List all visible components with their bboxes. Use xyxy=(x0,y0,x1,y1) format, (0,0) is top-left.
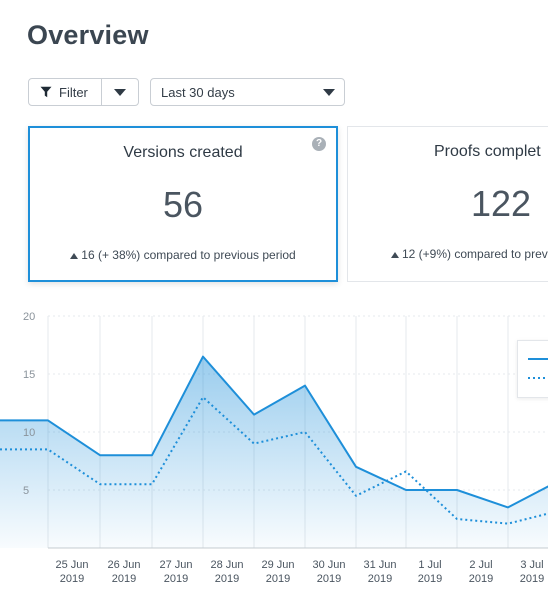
x-tick-label: 31 Jun xyxy=(363,559,396,571)
y-tick-label: 5 xyxy=(23,485,29,497)
comparison-text: 16 (+ 38%) compared to previous period xyxy=(81,248,296,262)
metric-card-versions-created[interactable]: Versions created ? 56 16 (+ 38%) compare… xyxy=(28,126,338,282)
chart-legend xyxy=(517,340,548,398)
line-chart: 20 15 10 5 25 Jun 2019 26 Jun 2019 27 Jun 2019 28… xyxy=(0,311,548,585)
filter-dropdown-toggle[interactable] xyxy=(102,79,138,105)
metric-card-value: 122 xyxy=(471,183,532,224)
x-tick-label: 26 Jun xyxy=(107,559,140,571)
funnel-icon xyxy=(40,86,52,98)
series-area-fill xyxy=(0,356,548,548)
date-range-select[interactable]: Last 30 days xyxy=(150,78,345,106)
chevron-down-icon xyxy=(114,88,126,96)
date-range-label: Last 30 days xyxy=(161,84,235,100)
metric-card-comparison: 16 (+ 38%) compared to previous period xyxy=(30,248,336,262)
y-tick-label: 15 xyxy=(23,369,35,381)
x-tick-label: 29 Jun xyxy=(261,559,294,571)
x-tick-label: 2019 xyxy=(317,573,341,585)
metric-card-title: Proofs complet xyxy=(434,143,541,160)
x-tick-label: 28 Jun xyxy=(210,559,243,571)
help-icon[interactable]: ? xyxy=(312,137,326,151)
x-tick-label: 2019 xyxy=(418,573,442,585)
filter-button[interactable]: Filter xyxy=(29,79,102,105)
metric-card-value: 56 xyxy=(162,184,204,225)
x-tick-label: 2 Jul xyxy=(469,559,492,571)
x-tick-label: 3 Jul xyxy=(520,559,543,571)
series-line-solid xyxy=(0,355,548,509)
y-tick-label: 10 xyxy=(23,427,35,439)
trend-up-icon xyxy=(70,252,79,259)
x-tick-label: 2019 xyxy=(266,573,290,585)
trend-up-icon xyxy=(391,251,399,258)
x-tick-label: 2019 xyxy=(60,573,84,585)
chevron-down-icon xyxy=(323,88,335,96)
x-tick-label: 2019 xyxy=(469,573,493,585)
x-tick-label: 30 Jun xyxy=(312,559,345,571)
metric-card-title: Versions created xyxy=(123,144,243,161)
filter-button-group[interactable]: Filter xyxy=(28,78,139,106)
x-tick-label: 1 Jul xyxy=(418,559,441,571)
x-tick-label: 2019 xyxy=(368,573,392,585)
x-tick-label: 2019 xyxy=(215,573,239,585)
y-tick-label: 20 xyxy=(23,311,35,323)
metric-card-proofs-completed[interactable]: Proofs complet 122 12 (+9%) compared to … xyxy=(347,126,548,282)
filter-label: Filter xyxy=(59,84,88,100)
x-tick-label: 2019 xyxy=(164,573,188,585)
x-tick-label: 27 Jun xyxy=(159,559,192,571)
metric-card-comparison: 12 (+9%) compared to prev xyxy=(391,247,548,261)
x-tick-label: 2019 xyxy=(520,573,544,585)
page-title: Overview xyxy=(27,20,149,50)
x-tick-label: 2019 xyxy=(112,573,136,585)
comparison-text: 12 (+9%) compared to prev xyxy=(402,247,548,261)
x-tick-label: 25 Jun xyxy=(55,559,88,571)
series-line-dotted xyxy=(0,396,548,525)
